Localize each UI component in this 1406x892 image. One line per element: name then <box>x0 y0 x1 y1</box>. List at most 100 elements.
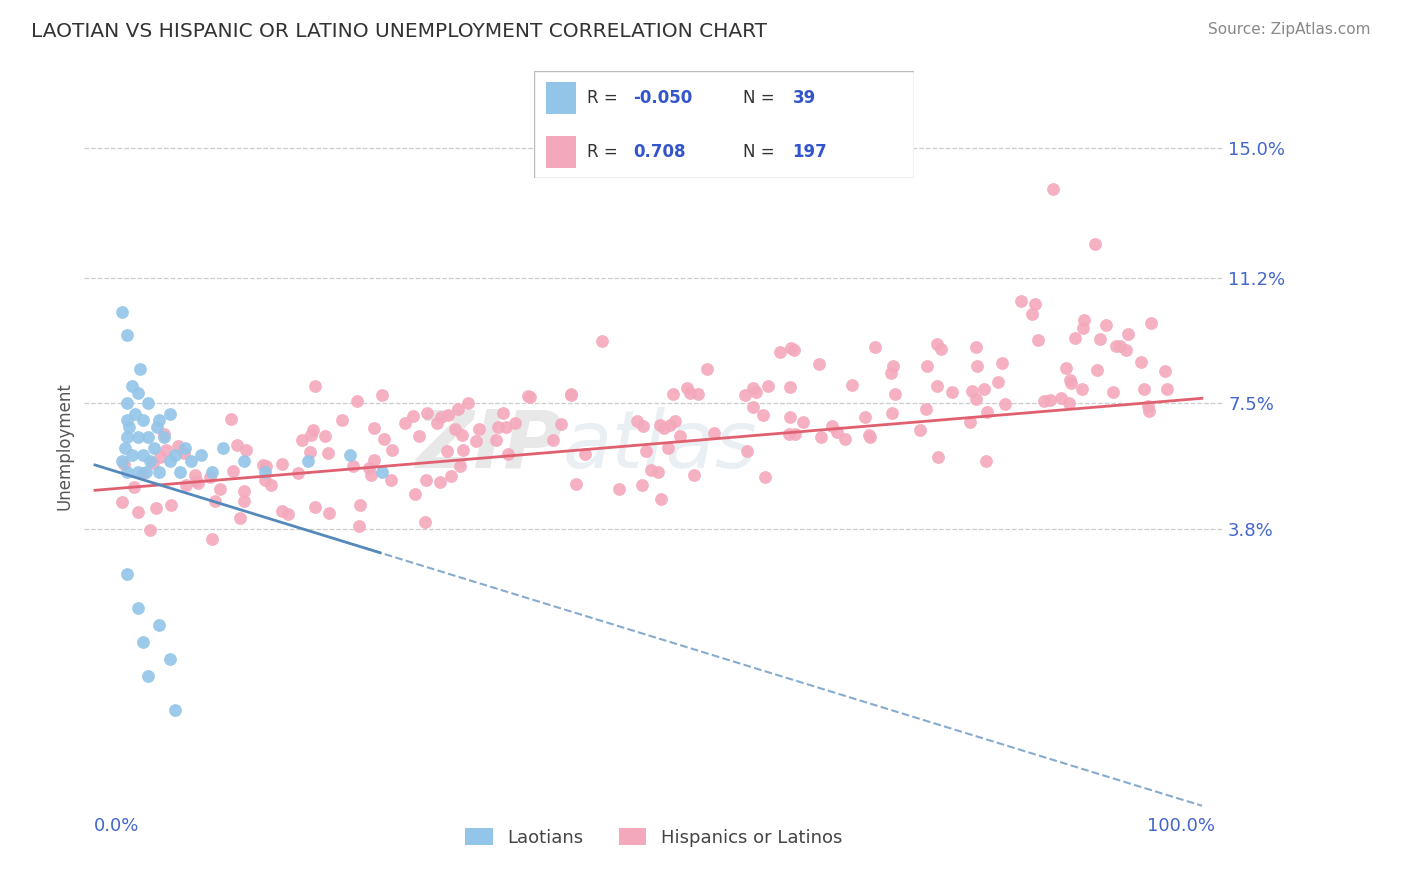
Point <box>254 465 277 479</box>
Point <box>1021 307 1043 321</box>
Point <box>142 456 165 470</box>
Point <box>640 463 662 477</box>
Point <box>1133 382 1156 396</box>
Point <box>756 378 779 392</box>
Point <box>1059 373 1081 387</box>
Point <box>1139 317 1161 331</box>
Point <box>136 430 159 444</box>
Text: R =: R = <box>588 89 623 107</box>
Point <box>132 466 155 480</box>
Point <box>1090 332 1112 346</box>
Point <box>1032 393 1054 408</box>
Point <box>381 442 404 457</box>
Point <box>1084 236 1107 251</box>
Point <box>425 416 447 430</box>
Point <box>591 334 613 349</box>
Point <box>1115 343 1137 358</box>
Point <box>127 430 149 444</box>
Point <box>927 336 949 351</box>
Point <box>925 379 948 393</box>
Point <box>807 357 830 371</box>
Point <box>302 423 325 437</box>
Point <box>301 427 323 442</box>
Point <box>574 446 596 460</box>
Point <box>565 476 588 491</box>
Point <box>228 511 250 525</box>
Point <box>110 304 132 318</box>
Point <box>959 415 981 429</box>
Point <box>360 467 382 482</box>
Point <box>363 421 385 435</box>
Point <box>468 422 491 436</box>
Point <box>235 442 257 457</box>
Point <box>136 396 159 410</box>
Point <box>132 448 155 462</box>
Point <box>1042 182 1064 196</box>
Point <box>853 409 876 424</box>
Point <box>941 384 963 399</box>
Point <box>648 418 671 433</box>
Bar <box>546 82 576 114</box>
Point <box>127 465 149 479</box>
Point <box>163 703 186 717</box>
Point <box>190 448 212 462</box>
Point <box>884 386 907 401</box>
Point <box>1049 391 1071 405</box>
Point <box>661 387 683 401</box>
Point <box>297 454 319 468</box>
Point <box>449 458 471 473</box>
Point <box>232 493 254 508</box>
Point <box>314 428 336 442</box>
Point <box>650 491 672 506</box>
Point <box>451 442 474 457</box>
Point <box>373 432 395 446</box>
Point <box>973 382 995 396</box>
Point <box>115 430 138 444</box>
Text: 39: 39 <box>793 89 815 107</box>
Point <box>492 406 515 420</box>
Point <box>429 409 451 424</box>
Point <box>349 499 371 513</box>
Text: atlas: atlas <box>562 407 758 485</box>
Point <box>560 387 582 401</box>
Point <box>316 446 339 460</box>
Point <box>180 454 202 468</box>
Point <box>880 366 903 380</box>
Point <box>148 617 170 632</box>
Point <box>960 384 983 398</box>
Point <box>394 416 416 430</box>
Point <box>516 389 538 403</box>
Point <box>821 419 844 434</box>
Point <box>965 340 987 354</box>
Point <box>121 448 143 462</box>
Point <box>128 362 150 376</box>
Point <box>1026 334 1049 348</box>
Point <box>927 450 949 465</box>
Point <box>139 454 162 468</box>
Point <box>464 434 486 449</box>
Point <box>1137 399 1160 413</box>
Point <box>112 458 135 472</box>
Point <box>160 498 183 512</box>
Point <box>201 532 224 546</box>
Point <box>148 413 170 427</box>
Point <box>675 382 697 396</box>
Point <box>865 340 887 354</box>
Point <box>226 438 249 452</box>
Point <box>503 416 526 430</box>
Point <box>145 501 167 516</box>
Point <box>204 493 226 508</box>
Point <box>1154 364 1177 378</box>
Point <box>1109 339 1132 353</box>
Point <box>541 434 564 448</box>
Point <box>810 430 832 444</box>
Legend: Laotians, Hispanics or Latinos: Laotians, Hispanics or Latinos <box>458 822 849 854</box>
Point <box>745 384 768 399</box>
Point <box>201 465 224 479</box>
Point <box>1039 393 1062 408</box>
Point <box>339 448 361 462</box>
Point <box>447 402 470 417</box>
Point <box>219 412 242 426</box>
Point <box>115 396 138 410</box>
Point <box>155 442 177 457</box>
